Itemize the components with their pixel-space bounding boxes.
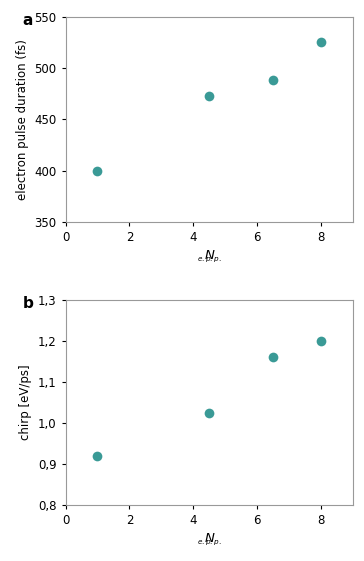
Text: a: a [22, 13, 33, 27]
Text: $N$: $N$ [203, 249, 215, 261]
Y-axis label: chirp [eV/ps]: chirp [eV/ps] [19, 365, 32, 440]
Text: $N$: $N$ [203, 532, 215, 545]
Text: $_{e.p.p.}$: $_{e.p.p.}$ [197, 254, 222, 264]
Y-axis label: electron pulse duration (fs): electron pulse duration (fs) [16, 39, 29, 200]
Text: $_{e.p.p.}$: $_{e.p.p.}$ [197, 537, 222, 546]
Text: b: b [22, 296, 33, 311]
